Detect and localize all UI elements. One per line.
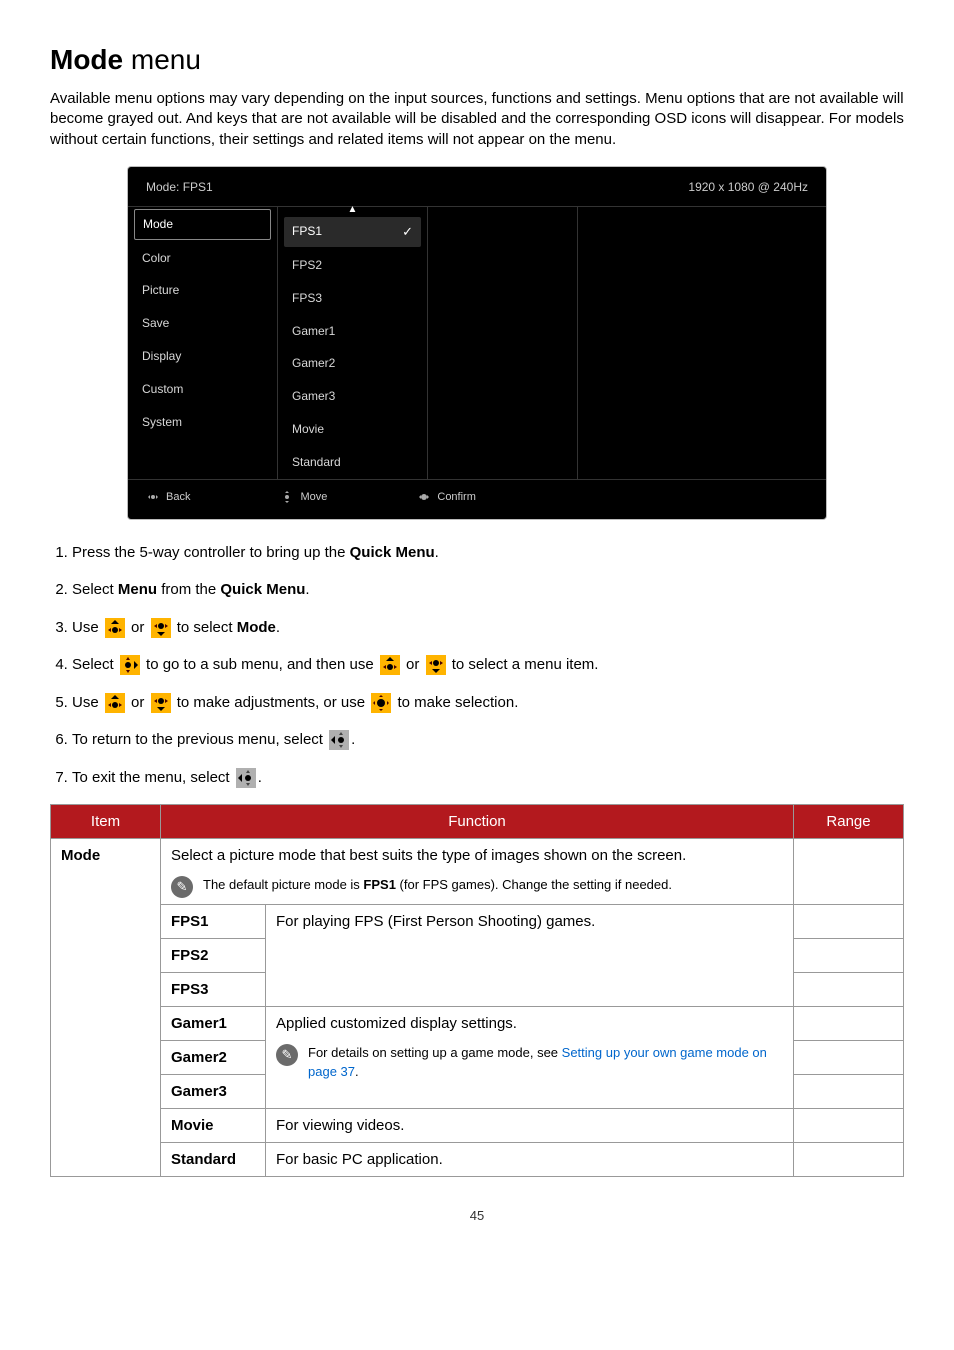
th-item: Item: [51, 805, 161, 839]
joystick-move-icon: [280, 490, 294, 504]
osd-resolution: 1920 x 1080 @ 240Hz: [688, 179, 808, 196]
osd-left-column: Mode Color Picture Save Display Custom S…: [128, 207, 278, 479]
title-bold: Mode: [50, 44, 123, 75]
osd-left-item[interactable]: Mode: [134, 209, 271, 240]
controller-down-icon: [151, 693, 171, 713]
controller-down-icon: [151, 618, 171, 638]
osd-left-item[interactable]: Picture: [128, 274, 277, 307]
controller-up-icon: [105, 618, 125, 638]
osd-left-item[interactable]: Display: [128, 340, 277, 373]
controller-up-icon: [105, 693, 125, 713]
joystick-press-icon: [417, 490, 431, 504]
osd-left-item[interactable]: System: [128, 406, 277, 439]
osd-header: Mode: FPS1 1920 x 1080 @ 240Hz: [128, 167, 826, 206]
page-number: 45: [50, 1207, 904, 1225]
td-range: [794, 1041, 904, 1075]
td-range: [794, 839, 904, 905]
pencil-icon: ✎: [276, 1044, 298, 1066]
osd-right-item[interactable]: Gamer1: [278, 315, 427, 348]
osd-right-item[interactable]: FPS1 ✓: [284, 217, 421, 247]
osd-footer-confirm: Confirm: [417, 490, 476, 505]
osd-right-item[interactable]: FPS2: [278, 249, 427, 282]
td-mode-desc: Select a picture mode that best suits th…: [161, 839, 794, 905]
step-item: To exit the menu, select .: [72, 765, 904, 791]
step-item: Use or to make adjustments, or use to ma…: [72, 690, 904, 716]
osd-right-item[interactable]: Movie: [278, 413, 427, 446]
steps-list: Press the 5-way controller to bring up t…: [72, 540, 904, 791]
step-item: Press the 5-way controller to bring up t…: [72, 540, 904, 566]
osd-left-item[interactable]: Color: [128, 242, 277, 275]
td-range: [794, 939, 904, 973]
osd-screenshot: Mode: FPS1 1920 x 1080 @ 240Hz Mode Colo…: [127, 166, 827, 520]
td-range: [794, 1075, 904, 1109]
controller-up-icon: [380, 655, 400, 675]
osd-footer: Back Move Confirm: [128, 479, 826, 519]
td-range: [794, 1143, 904, 1177]
td-standard: Standard: [161, 1143, 266, 1177]
osd-right-item[interactable]: FPS3: [278, 282, 427, 315]
joystick-left-icon: [146, 490, 160, 504]
controller-right-icon: [120, 655, 140, 675]
osd-left-item[interactable]: Custom: [128, 373, 277, 406]
controller-left-icon: [236, 768, 256, 788]
osd-footer-move: Move: [280, 490, 327, 505]
td-range: [794, 1007, 904, 1041]
th-function: Function: [161, 805, 794, 839]
td-gamer-desc: Applied customized display settings. ✎ F…: [266, 1007, 794, 1109]
td-range: [794, 973, 904, 1007]
osd-right-item[interactable]: Standard: [278, 446, 427, 479]
step-item: Select to go to a sub menu, and then use…: [72, 652, 904, 678]
page-title: Mode menu: [50, 40, 904, 79]
controller-press-icon: [371, 693, 391, 713]
step-item: To return to the previous menu, select .: [72, 727, 904, 753]
intro-paragraph: Available menu options may vary dependin…: [50, 89, 904, 150]
osd-right-column: ▲ FPS1 ✓ FPS2 FPS3 Gamer1 Gamer2 Gamer3 …: [278, 207, 428, 479]
td-range: [794, 905, 904, 939]
td-standard-desc: For basic PC application.: [266, 1143, 794, 1177]
td-fps3: FPS3: [161, 973, 266, 1007]
step-item: Use or to select Mode.: [72, 615, 904, 641]
osd-footer-back: Back: [146, 490, 190, 505]
td-item-mode: Mode: [51, 839, 161, 1177]
controller-down-icon: [426, 655, 446, 675]
osd-right-item[interactable]: Gamer3: [278, 380, 427, 413]
osd-col-empty: [578, 207, 826, 479]
mode-table: Item Function Range Mode Select a pictur…: [50, 804, 904, 1177]
th-range: Range: [794, 805, 904, 839]
td-fps1: FPS1: [161, 905, 266, 939]
osd-title: Mode: FPS1: [146, 179, 213, 196]
td-gamer1: Gamer1: [161, 1007, 266, 1041]
td-movie: Movie: [161, 1109, 266, 1143]
note-row: ✎ For details on setting up a game mode,…: [276, 1044, 783, 1080]
td-range: [794, 1109, 904, 1143]
td-fps2: FPS2: [161, 939, 266, 973]
td-movie-desc: For viewing videos.: [266, 1109, 794, 1143]
td-gamer3: Gamer3: [161, 1075, 266, 1109]
osd-body: Mode Color Picture Save Display Custom S…: [128, 206, 826, 479]
pencil-icon: ✎: [171, 876, 193, 898]
title-rest: menu: [123, 44, 201, 75]
osd-right-item[interactable]: Gamer2: [278, 347, 427, 380]
osd-col-empty: [428, 207, 578, 479]
osd-left-item[interactable]: Save: [128, 307, 277, 340]
osd-scroll-up-icon: ▲: [278, 205, 427, 215]
controller-left-icon: [329, 730, 349, 750]
td-fps-desc: For playing FPS (First Person Shooting) …: [266, 905, 794, 1007]
step-item: Select Menu from the Quick Menu.: [72, 577, 904, 603]
check-icon: ✓: [402, 223, 413, 241]
td-gamer2: Gamer2: [161, 1041, 266, 1075]
note-row: ✎ The default picture mode is FPS1 (for …: [171, 876, 783, 898]
